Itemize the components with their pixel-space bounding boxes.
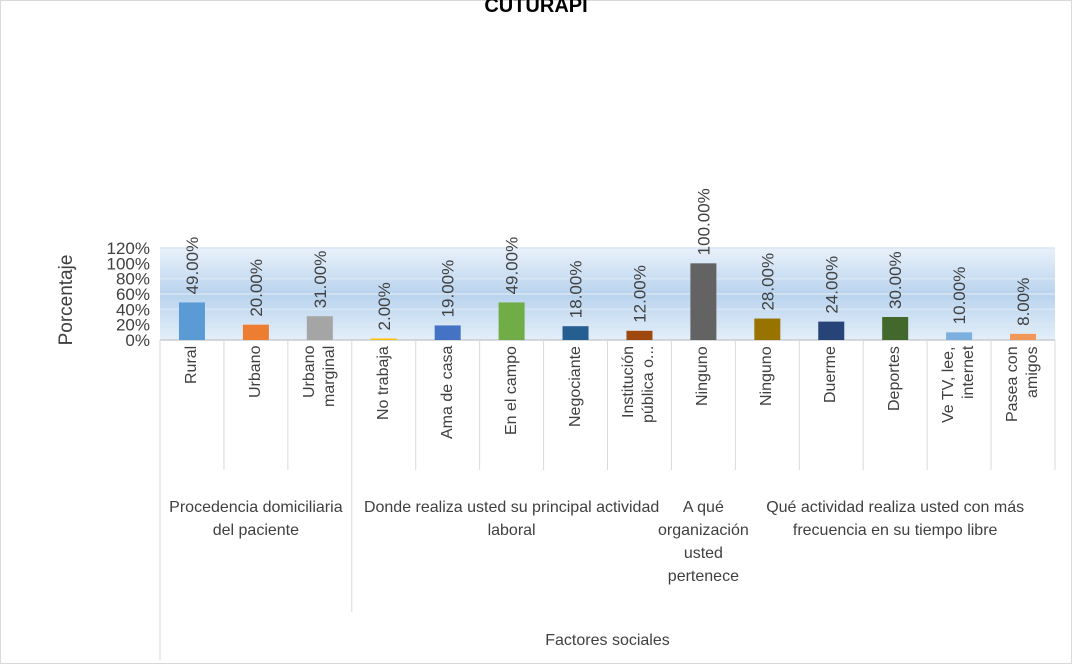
value-label: 19.00%	[439, 260, 458, 318]
value-label: 100.00%	[694, 188, 713, 255]
y-axis-label: Porcentaje	[56, 255, 77, 346]
y-tick-label: 0%	[125, 331, 150, 350]
x-tick-label: Negociante	[566, 346, 584, 427]
value-label: 30.00%	[886, 251, 905, 309]
y-tick-label: 20%	[116, 316, 150, 335]
x-tick-label: Ama de casa	[438, 346, 456, 440]
x-tick-label: Ninguno	[758, 346, 776, 406]
y-tick-label: 100%	[107, 254, 150, 273]
group-label: Procedencia domiciliaria del paciente	[169, 499, 343, 539]
value-label: 20.00%	[247, 259, 266, 317]
value-label: 49.00%	[503, 237, 522, 295]
x-tick-label: Urbano marginal	[300, 346, 338, 408]
y-tick-label: 120%	[107, 239, 150, 258]
x-tick-label: Ninguno	[694, 346, 712, 406]
bar	[242, 324, 269, 340]
bar	[626, 330, 653, 340]
chart-title: CUTURAPI	[484, 0, 587, 17]
bar	[370, 338, 397, 340]
value-label: 49.00%	[183, 237, 202, 295]
x-tick-label: Urbano	[246, 346, 264, 399]
x-tick-label: En el campo	[502, 346, 520, 435]
value-label: 8.00%	[1014, 278, 1033, 326]
bar	[818, 321, 845, 340]
y-tick-label: 60%	[116, 285, 150, 304]
x-tick-label: Institución pública o...	[620, 346, 658, 424]
bar	[498, 302, 525, 340]
y-tick-label: 40%	[116, 300, 150, 319]
value-label: 2.00%	[375, 282, 394, 330]
bar	[946, 332, 973, 340]
bar	[434, 325, 461, 340]
x-tick-label: No trabaja	[374, 346, 392, 420]
bar	[690, 263, 717, 340]
x-tick-label: Deportes	[886, 346, 904, 411]
x-tick-label: Ve TV, lee, internet	[940, 346, 978, 423]
bar	[882, 317, 909, 340]
top-group-label: Factores sociales	[545, 632, 670, 649]
value-label: 31.00%	[311, 251, 330, 309]
x-tick-label: Duerme	[822, 346, 840, 403]
group-label: A qué organización usted pertenece	[658, 499, 749, 585]
group-label: Donde realiza usted su principal activid…	[363, 499, 660, 539]
value-label: 28.00%	[758, 253, 777, 311]
x-tick-label: Rural	[182, 346, 200, 385]
bar	[754, 318, 781, 340]
value-label: 10.00%	[950, 267, 969, 325]
value-label: 18.00%	[567, 261, 586, 319]
y-tick-label: 80%	[116, 270, 150, 289]
bar	[1010, 333, 1037, 340]
x-tick-label: Pasea con amigos	[1004, 346, 1042, 422]
value-label: 24.00%	[822, 256, 841, 314]
value-label: 12.00%	[630, 265, 649, 323]
bar	[178, 302, 205, 340]
bar	[306, 316, 333, 340]
group-label: Qué actividad realiza usted con más frec…	[766, 499, 1025, 539]
bar	[562, 326, 589, 340]
